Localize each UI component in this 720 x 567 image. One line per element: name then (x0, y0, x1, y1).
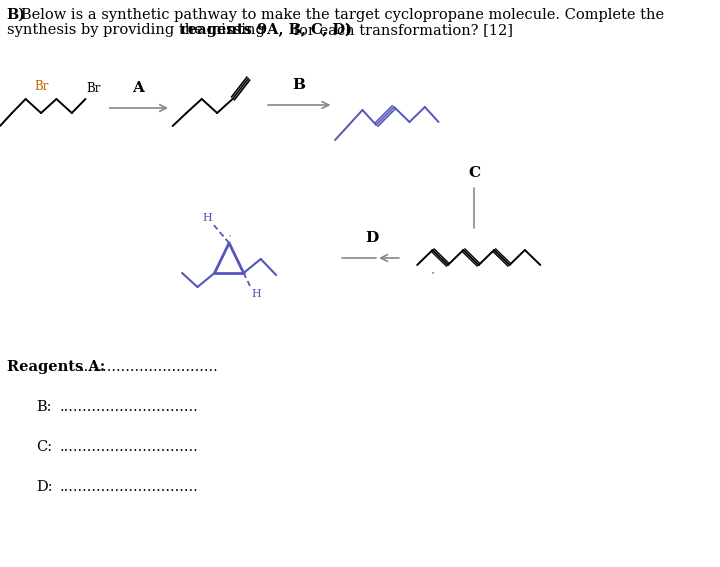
Text: A: A (132, 81, 145, 95)
Text: synthesis by providing the missing: synthesis by providing the missing (6, 23, 269, 37)
Text: B: B (293, 78, 306, 92)
Text: C:: C: (36, 440, 52, 454)
Text: ..............................: .............................. (60, 400, 199, 414)
Text: Br: Br (86, 82, 101, 95)
Text: ..............................: .............................. (60, 440, 199, 454)
Text: D:: D: (36, 480, 53, 494)
Text: B): B) (6, 8, 26, 22)
Text: H: H (251, 289, 261, 299)
Text: C: C (469, 166, 480, 180)
Text: D: D (365, 231, 379, 245)
Text: , ,: , , (222, 229, 232, 238)
Text: ..............................: .............................. (79, 360, 218, 374)
Text: H: H (202, 213, 212, 223)
Text: Br: Br (34, 80, 48, 93)
Text: Reagents A:: Reagents A: (6, 360, 105, 374)
Text: for each transformation? [12]: for each transformation? [12] (289, 23, 513, 37)
Text: Below is a synthetic pathway to make the target cyclopropane molecule. Complete : Below is a synthetic pathway to make the… (22, 8, 665, 22)
Text: reagents 9A, B, C, D): reagents 9A, B, C, D) (179, 23, 351, 37)
Text: B:: B: (36, 400, 51, 414)
Text: ..............................: .............................. (60, 480, 199, 494)
Text: ′: ′ (431, 272, 433, 282)
